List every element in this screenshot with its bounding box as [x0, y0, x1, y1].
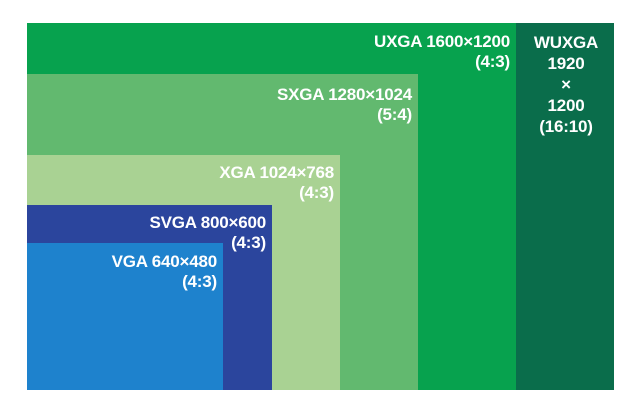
vga-label: VGA 640×480 (4:3) — [111, 252, 218, 292]
vga-name: VGA 640×480 — [111, 252, 218, 271]
vga-ratio: (4:3) — [182, 272, 217, 291]
vga-area — [27, 243, 223, 390]
uxga-name: UXGA 1600×1200 — [374, 32, 510, 51]
wuxga-label: WUXGA 1920 × 1200 (16:10) — [520, 32, 612, 137]
sxga-ratio: (5:4) — [377, 105, 412, 124]
svga-ratio: (4:3) — [231, 233, 266, 252]
svga-name: SVGA 800×600 — [149, 213, 266, 232]
sxga-name: SXGA 1280×1024 — [276, 85, 412, 104]
wuxga-name: WUXGA — [533, 33, 599, 52]
svga-label: SVGA 800×600 (4:3) — [149, 213, 266, 253]
uxga-ratio: (4:3) — [475, 52, 510, 71]
xga-ratio: (4:3) — [299, 183, 334, 202]
uxga-label: UXGA 1600×1200 (4:3) — [374, 32, 510, 72]
xga-name: XGA 1024×768 — [219, 163, 334, 182]
wuxga-times: × — [561, 75, 571, 94]
wuxga-width: 1920 — [547, 54, 585, 73]
sxga-label: SXGA 1280×1024 (5:4) — [277, 85, 412, 125]
wuxga-height: 1200 — [547, 96, 585, 115]
wuxga-ratio: (16:10) — [539, 117, 593, 136]
xga-label: XGA 1024×768 (4:3) — [219, 163, 334, 203]
